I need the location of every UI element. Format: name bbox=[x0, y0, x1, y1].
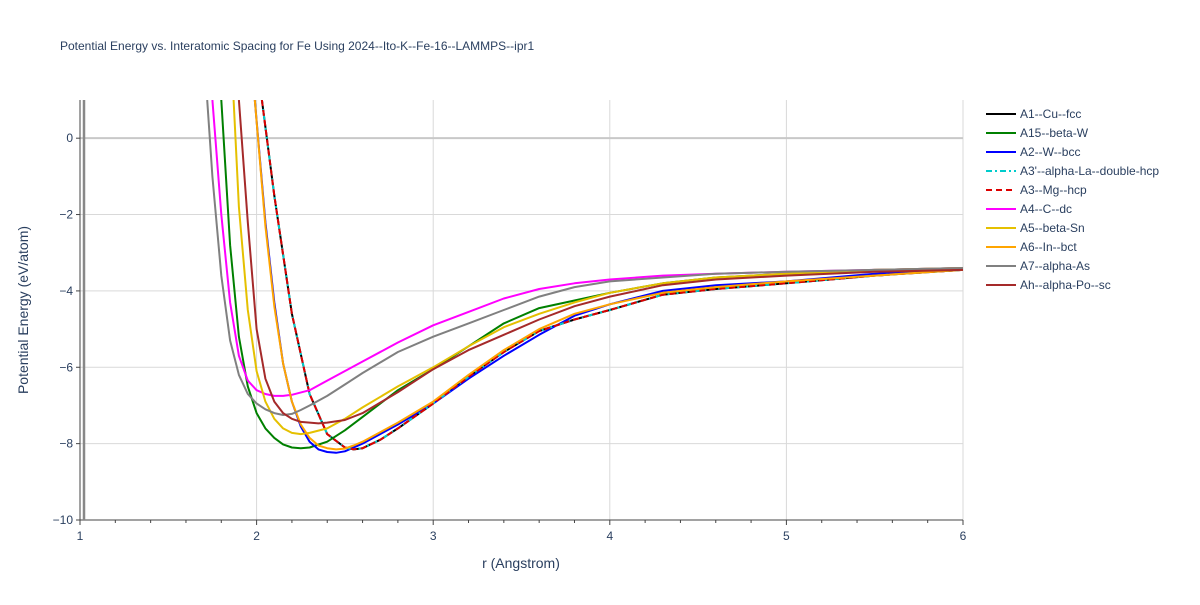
series-line bbox=[232, 100, 963, 436]
series-line bbox=[237, 100, 963, 425]
legend-item-label[interactable]: A3--Mg--hcp bbox=[1020, 183, 1087, 197]
legend-item-label[interactable]: A6--In--bct bbox=[1020, 240, 1077, 254]
axes: 1 2 3 4 5 6 0 −2 −4 −6 −8 −10 bbox=[53, 100, 967, 543]
x-tick-label: 3 bbox=[430, 529, 437, 543]
x-tick-label: 1 bbox=[77, 529, 84, 543]
legend[interactable]: A1--Cu--fcc A15--beta-W A2--W--bcc A3'--alp… bbox=[986, 107, 1159, 292]
grid bbox=[80, 100, 964, 520]
series-line bbox=[211, 100, 963, 397]
series-line bbox=[253, 100, 963, 451]
legend-item-label[interactable]: A7--alpha-As bbox=[1020, 259, 1090, 273]
chart-title: Potential Energy vs. Interatomic Spacing… bbox=[60, 39, 535, 53]
x-tick-label: 6 bbox=[960, 529, 967, 543]
legend-item-label[interactable]: A2--W--bcc bbox=[1020, 145, 1080, 159]
x-tick-label: 2 bbox=[253, 529, 260, 543]
legend-item-label[interactable]: A4--C--dc bbox=[1020, 202, 1072, 216]
x-axis-label: r (Angstrom) bbox=[482, 555, 560, 571]
legend-item-label[interactable]: A3'--alpha-La--double-hcp bbox=[1020, 164, 1159, 178]
y-tick-label: −2 bbox=[59, 208, 73, 222]
series-line bbox=[260, 100, 963, 451]
series-layer bbox=[206, 100, 963, 454]
series-line bbox=[220, 100, 963, 450]
y-tick-label: 0 bbox=[66, 131, 73, 145]
legend-item-label[interactable]: Ah--alpha-Po--sc bbox=[1020, 278, 1111, 292]
legend-item-label[interactable]: A5--beta-Sn bbox=[1020, 221, 1085, 235]
y-tick-label: −6 bbox=[59, 360, 73, 374]
y-tick-label: −8 bbox=[59, 437, 73, 451]
x-tick-label: 4 bbox=[606, 529, 613, 543]
y-axis-label: Potential Energy (eV/atom) bbox=[15, 226, 31, 394]
y-tick-label: −10 bbox=[53, 513, 74, 527]
legend-item-label[interactable]: A15--beta-W bbox=[1020, 126, 1089, 140]
x-tick-label: 5 bbox=[783, 529, 790, 543]
series-line bbox=[206, 100, 963, 416]
y-tick-label: −4 bbox=[59, 284, 73, 298]
legend-item-label[interactable]: A1--Cu--fcc bbox=[1020, 107, 1081, 121]
